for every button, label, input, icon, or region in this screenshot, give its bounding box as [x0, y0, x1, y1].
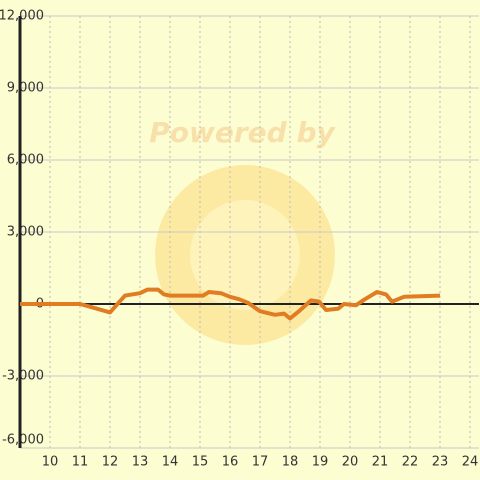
x-tick-label: 24	[462, 455, 479, 470]
x-tick-label: 12	[102, 455, 119, 470]
x-tick-label: 17	[252, 455, 269, 470]
x-tick-label: 22	[402, 455, 419, 470]
watermark-logo	[155, 165, 335, 345]
y-tick-label: -6,000	[2, 433, 44, 448]
x-tick-label: 21	[372, 455, 389, 470]
x-tick-label: 19	[312, 455, 329, 470]
x-tick-label: 15	[192, 455, 209, 470]
y-tick-label: 9,000	[7, 81, 44, 96]
x-tick-label: 10	[42, 455, 59, 470]
x-tick-label: 11	[72, 455, 89, 470]
x-tick-label: 23	[432, 455, 449, 470]
x-tick-label: 14	[162, 455, 179, 470]
x-tick-label: 13	[132, 455, 149, 470]
watermark-text: Powered by	[149, 116, 336, 149]
x-tick-label: 18	[282, 455, 299, 470]
y-tick-label: 3,000	[7, 225, 44, 240]
x-tick-label: 20	[342, 455, 359, 470]
y-tick-label: 6,000	[7, 153, 44, 168]
y-tick-label: 12,000	[0, 9, 44, 24]
y-tick-label: -3,000	[2, 369, 44, 384]
x-tick-label: 16	[222, 455, 239, 470]
line-series	[20, 287, 441, 321]
